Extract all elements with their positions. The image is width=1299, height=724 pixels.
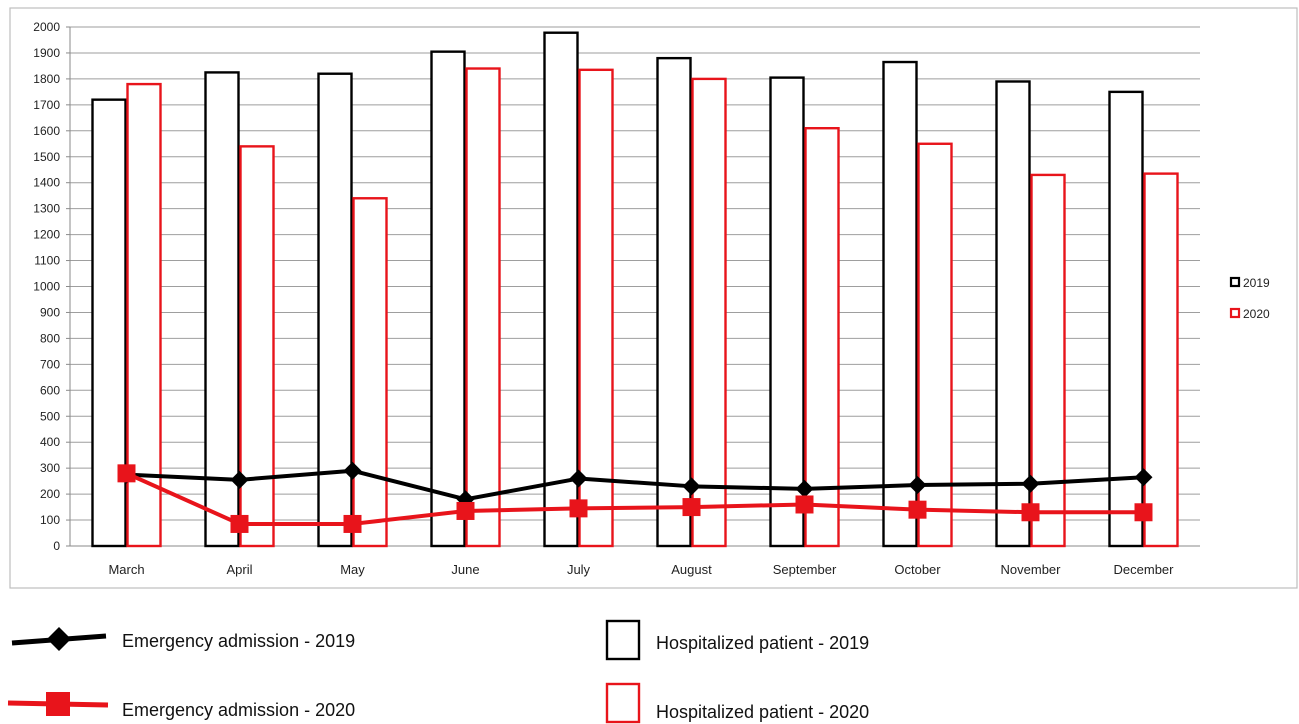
marker-emergency-2020	[908, 500, 927, 519]
marker-emergency-2020	[682, 498, 701, 517]
bar-hospitalized-2019	[543, 31, 579, 548]
bar-hospitalized-2020	[578, 68, 614, 548]
line-emergency-2020	[125, 471, 1144, 526]
legend-label-hospitalized-2019: Hospitalized patient - 2019	[656, 633, 869, 653]
y-tick-label: 700	[40, 357, 60, 371]
y-tick-label: 500	[40, 409, 60, 423]
y-tick-label: 300	[40, 461, 60, 475]
marker-emergency-2019	[682, 477, 701, 496]
lines	[125, 468, 1144, 526]
marker-emergency-2019	[795, 479, 814, 498]
marker-emergency-2020	[1021, 503, 1040, 522]
marker-emergency-2020	[569, 499, 588, 518]
legend-diamond-marker	[47, 627, 71, 651]
x-tick-label: July	[567, 562, 591, 577]
x-tick-label: November	[1001, 562, 1062, 577]
y-tick-label: 1200	[33, 228, 60, 242]
x-tick-label: May	[340, 562, 365, 577]
x-axis-tick-labels: March April May June July August September Octo…	[108, 562, 1174, 577]
y-tick-label: 1600	[33, 124, 60, 138]
legend-square-marker	[46, 692, 70, 716]
side-legend-label-2019: 2019	[1243, 276, 1270, 290]
x-tick-label: March	[108, 562, 144, 577]
bar-hospitalized-2020	[239, 145, 275, 548]
y-tick-label: 1000	[33, 280, 60, 294]
marker-emergency-2019	[230, 470, 249, 489]
line-markers	[117, 461, 1153, 533]
y-tick-label: 0	[53, 539, 60, 553]
y-tick-label: 100	[40, 513, 60, 527]
y-tick-label: 800	[40, 331, 60, 345]
x-tick-label: April	[226, 562, 252, 577]
y-tick-label: 2000	[33, 20, 60, 34]
x-tick-label: September	[773, 562, 837, 577]
bar-hospitalized-2020	[1143, 172, 1179, 548]
marker-emergency-2019	[569, 469, 588, 488]
side-legend-swatch-2019	[1229, 276, 1241, 288]
side-legend-item-2020: 2020	[1229, 307, 1270, 321]
y-tick-label: 900	[40, 305, 60, 319]
x-tick-label: June	[451, 562, 479, 577]
bar-hospitalized-2019	[430, 50, 466, 548]
marker-emergency-2019	[908, 476, 927, 495]
x-tick-label: December	[1114, 562, 1175, 577]
legend-label-emergency-2020: Emergency admission - 2020	[122, 700, 355, 720]
legend-label-emergency-2019: Emergency admission - 2019	[122, 631, 355, 651]
bar-hospitalized-2019	[1108, 90, 1144, 548]
bar-hospitalized-2020	[691, 77, 727, 548]
y-tick-label: 1900	[33, 46, 60, 60]
y-tick-label: 1800	[33, 72, 60, 86]
y-tick-label: 600	[40, 383, 60, 397]
chart-frame	[9, 7, 1298, 589]
bar-hospitalized-2019	[995, 80, 1031, 548]
bar-hospitalized-2020	[352, 197, 388, 548]
y-tick-label: 1100	[34, 254, 60, 268]
side-legend-label-2020: 2020	[1243, 307, 1270, 321]
side-legend: 2019 2020	[1229, 276, 1270, 321]
x-tick-label: August	[671, 562, 712, 577]
y-tick-label: 1500	[33, 150, 60, 164]
marker-emergency-2020	[230, 514, 249, 533]
line-emergency-2019	[126, 468, 1144, 502]
marker-emergency-2020	[795, 495, 814, 514]
marker-emergency-2020	[117, 464, 136, 483]
legend-item-hospitalized-2020: Hospitalized patient - 2020	[605, 682, 869, 724]
bar-hospitalized-2020	[1030, 173, 1066, 548]
y-tick-label: 200	[40, 487, 60, 501]
y-tick-label: 1300	[33, 202, 60, 216]
marker-emergency-2020	[343, 514, 362, 533]
legend-label-hospitalized-2020: Hospitalized patient - 2020	[656, 702, 869, 722]
y-tick-label: 1400	[33, 176, 60, 190]
bar-hospitalized-2020	[465, 67, 501, 548]
bar-hospitalized-2019	[656, 56, 692, 548]
x-tick-label: October	[894, 562, 941, 577]
legend-box-hospitalized-2019	[605, 619, 641, 661]
legend-item-emergency-2019: Emergency admission - 2019	[11, 627, 355, 651]
y-tick-label: 1700	[33, 98, 60, 112]
y-tick-label: 400	[40, 435, 60, 449]
bar-hospitalized-2019	[769, 76, 805, 548]
legend-item-hospitalized-2019: Hospitalized patient - 2019	[605, 619, 869, 661]
marker-emergency-2020	[1134, 503, 1153, 522]
bar-hospitalized-2019	[204, 71, 240, 548]
bar-hospitalized-2019	[882, 60, 918, 548]
side-legend-item-2019: 2019	[1229, 276, 1270, 290]
bar-hospitalized-2019	[317, 72, 353, 548]
bar-hospitalized-2020	[917, 142, 953, 548]
legend-box-hospitalized-2020	[605, 682, 641, 724]
side-legend-swatch-2020	[1229, 307, 1241, 319]
marker-emergency-2019	[1134, 468, 1153, 487]
marker-emergency-2019	[343, 461, 362, 480]
marker-emergency-2020	[456, 501, 475, 520]
marker-emergency-2019	[1021, 474, 1040, 493]
bar-hospitalized-2020	[804, 127, 840, 548]
bars	[91, 31, 1179, 548]
y-axis-tick-labels: 0 100 200 300 400 500 600 700 800 900 1000 1100 1200…	[33, 20, 60, 553]
bottom-legend: Emergency admission - 2019 Emergency adm…	[7, 619, 869, 724]
legend-item-emergency-2020: Emergency admission - 2020	[7, 692, 355, 720]
bar-hospitalized-2020	[126, 82, 162, 548]
